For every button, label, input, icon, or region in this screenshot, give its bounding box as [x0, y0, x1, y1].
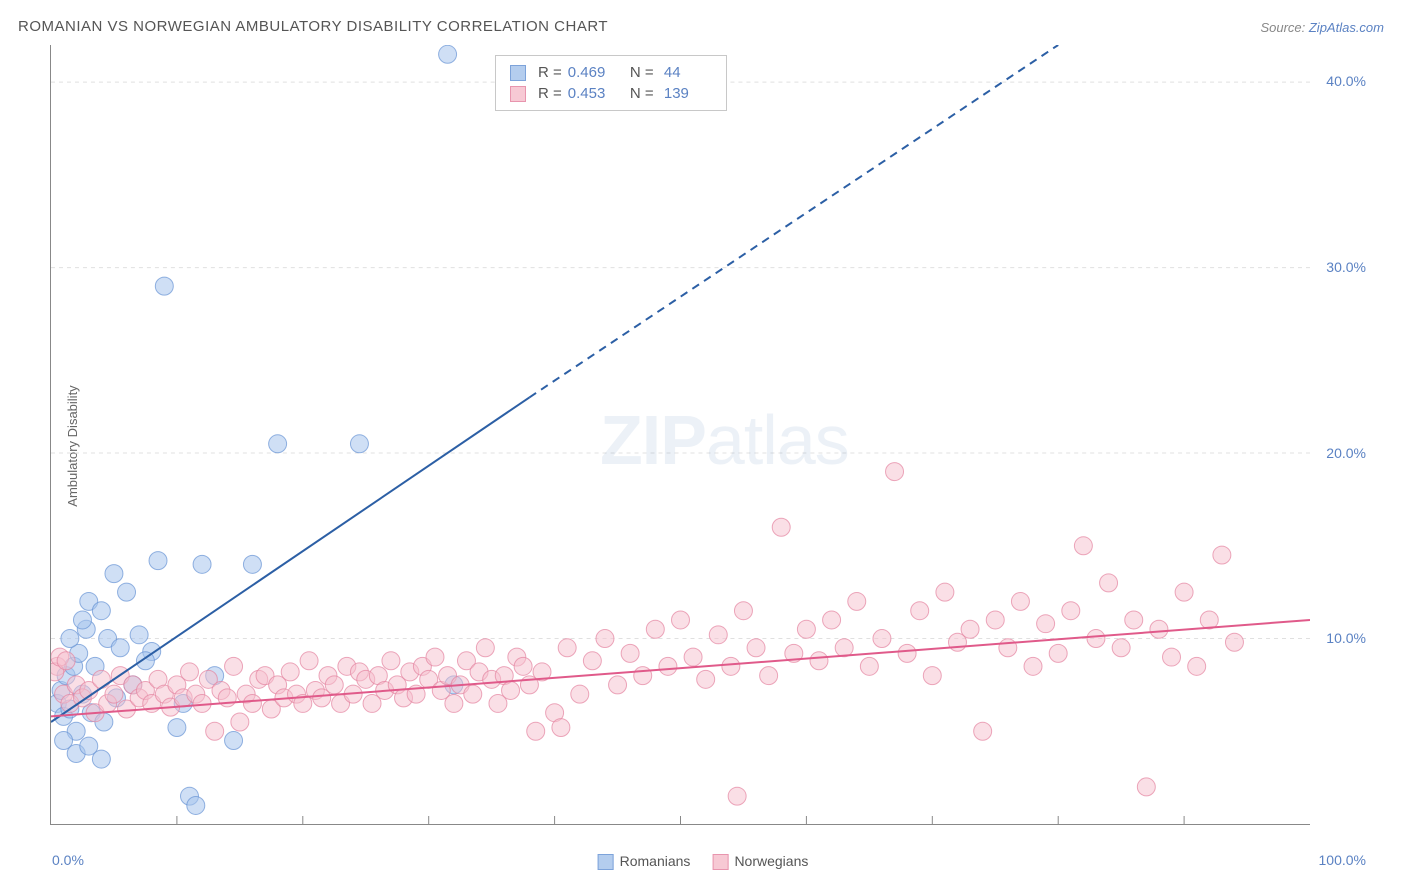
y-tick-label: 20.0%	[1326, 445, 1366, 461]
legend-n-value: 44	[660, 64, 712, 81]
legend-swatch	[510, 86, 526, 102]
y-tick-label: 10.0%	[1326, 630, 1366, 646]
legend-item: Norwegians	[712, 853, 808, 870]
legend-swatch	[598, 854, 614, 870]
source-prefix: Source:	[1260, 20, 1308, 35]
chart-title: ROMANIAN VS NORWEGIAN AMBULATORY DISABIL…	[18, 18, 608, 35]
correlation-legend: R = 0.469 N = 44 R = 0.453 N = 139	[495, 55, 727, 111]
legend-row: R = 0.453 N = 139	[510, 83, 712, 104]
legend-r-value: 0.453	[568, 85, 620, 102]
legend-r-label: R =	[538, 64, 562, 81]
legend-n-label: N =	[626, 85, 654, 102]
legend-swatch	[510, 65, 526, 81]
legend-series-name: Norwegians	[734, 853, 808, 869]
legend-row: R = 0.469 N = 44	[510, 62, 712, 83]
x-axis-max-label: 100.0%	[1319, 852, 1366, 868]
y-tick-label: 30.0%	[1326, 259, 1366, 275]
y-tick-label: 40.0%	[1326, 73, 1366, 89]
source-attribution: Source: ZipAtlas.com	[1260, 20, 1384, 35]
legend-item: Romanians	[598, 853, 691, 870]
plot-area	[50, 45, 1310, 825]
legend-r-value: 0.469	[568, 64, 620, 81]
series-legend: Romanians Norwegians	[598, 853, 809, 870]
legend-n-value: 139	[660, 85, 712, 102]
legend-r-label: R =	[538, 85, 562, 102]
legend-n-label: N =	[626, 64, 654, 81]
x-axis-min-label: 0.0%	[52, 852, 84, 868]
legend-swatch	[712, 854, 728, 870]
legend-series-name: Romanians	[620, 853, 691, 869]
chart-svg	[51, 45, 1310, 824]
source-site: ZipAtlas.com	[1309, 20, 1384, 35]
